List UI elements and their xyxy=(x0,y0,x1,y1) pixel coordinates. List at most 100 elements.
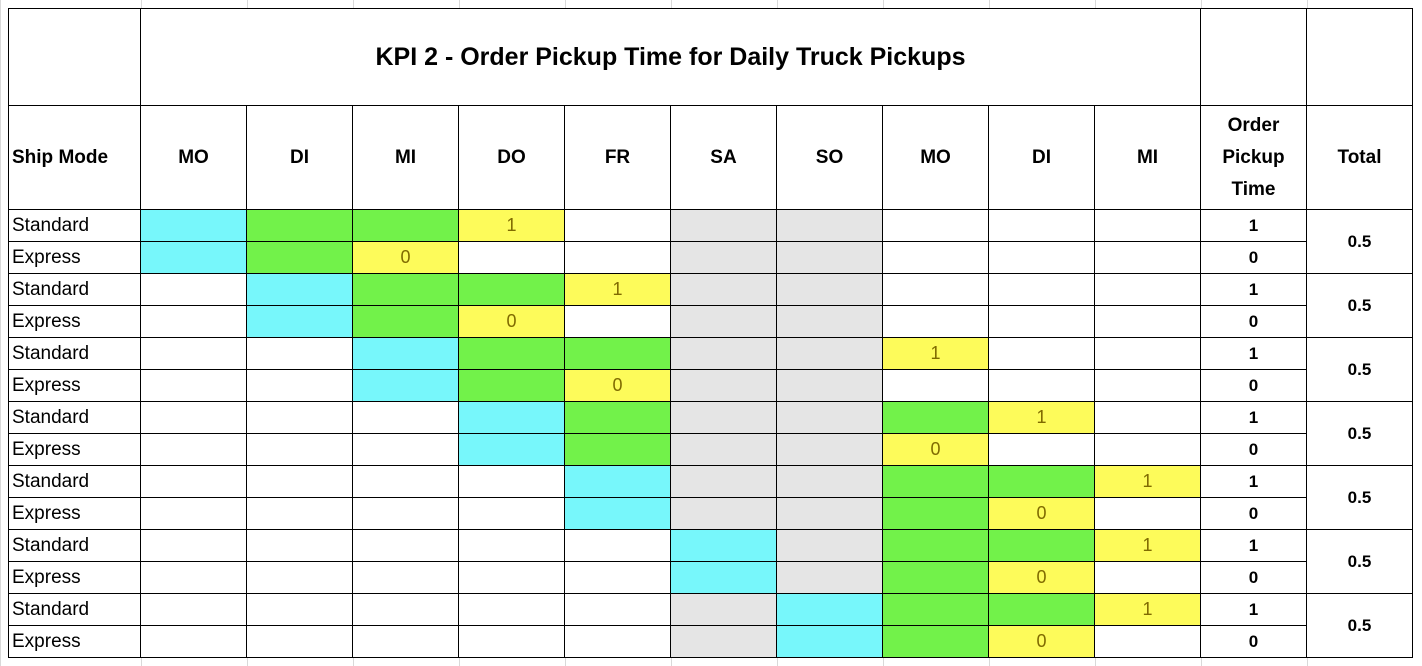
ship-mode-cell[interactable]: Express xyxy=(9,626,141,658)
order-pickup-time-cell[interactable]: 1 xyxy=(1201,338,1307,370)
day-cell[interactable] xyxy=(353,338,459,370)
order-pickup-time-cell[interactable]: 0 xyxy=(1201,626,1307,658)
ship-mode-cell[interactable]: Standard xyxy=(9,594,141,626)
pickup-marker-cell[interactable]: 0 xyxy=(989,562,1095,594)
order-pickup-time-cell[interactable]: 1 xyxy=(1201,466,1307,498)
day-cell[interactable] xyxy=(777,274,883,306)
order-pickup-time-cell[interactable]: 0 xyxy=(1201,498,1307,530)
day-cell[interactable] xyxy=(989,434,1095,466)
day-cell[interactable] xyxy=(671,274,777,306)
day-cell[interactable] xyxy=(353,274,459,306)
day-cell[interactable] xyxy=(141,242,247,274)
day-cell[interactable] xyxy=(565,306,671,338)
day-cell[interactable] xyxy=(565,434,671,466)
day-cell[interactable] xyxy=(247,274,353,306)
header-total[interactable]: Total xyxy=(1307,106,1413,210)
day-cell[interactable] xyxy=(565,402,671,434)
ship-mode-cell[interactable]: Standard xyxy=(9,530,141,562)
total-cell[interactable]: 0.5 xyxy=(1307,594,1413,658)
day-cell[interactable] xyxy=(671,370,777,402)
day-cell[interactable] xyxy=(141,434,247,466)
day-cell[interactable] xyxy=(247,306,353,338)
day-cell[interactable] xyxy=(141,626,247,658)
pickup-marker-cell[interactable]: 0 xyxy=(565,370,671,402)
day-cell[interactable] xyxy=(671,210,777,242)
header-day-di[interactable]: DI xyxy=(247,106,353,210)
pickup-marker-cell[interactable]: 1 xyxy=(989,402,1095,434)
day-cell[interactable] xyxy=(247,370,353,402)
ship-mode-cell[interactable]: Standard xyxy=(9,210,141,242)
pickup-marker-cell[interactable]: 1 xyxy=(883,338,989,370)
day-cell[interactable] xyxy=(671,338,777,370)
order-pickup-time-cell[interactable]: 1 xyxy=(1201,210,1307,242)
day-cell[interactable] xyxy=(459,626,565,658)
day-cell[interactable] xyxy=(353,466,459,498)
day-cell[interactable] xyxy=(353,370,459,402)
total-cell[interactable]: 0.5 xyxy=(1307,274,1413,338)
pickup-marker-cell[interactable]: 1 xyxy=(1095,530,1201,562)
day-cell[interactable] xyxy=(1095,210,1201,242)
pickup-marker-cell[interactable]: 0 xyxy=(353,242,459,274)
day-cell[interactable] xyxy=(777,562,883,594)
day-cell[interactable] xyxy=(247,594,353,626)
day-cell[interactable] xyxy=(989,210,1095,242)
header-ship-mode[interactable]: Ship Mode xyxy=(9,106,141,210)
header-order-pickup-time[interactable]: Order Pickup Time xyxy=(1201,106,1307,210)
header-day-fr[interactable]: FR xyxy=(565,106,671,210)
pickup-marker-cell[interactable]: 0 xyxy=(989,498,1095,530)
day-cell[interactable] xyxy=(777,626,883,658)
day-cell[interactable] xyxy=(141,402,247,434)
header-day-sa[interactable]: SA xyxy=(671,106,777,210)
day-cell[interactable] xyxy=(671,434,777,466)
day-cell[interactable] xyxy=(353,402,459,434)
day-cell[interactable] xyxy=(141,594,247,626)
day-cell[interactable] xyxy=(459,370,565,402)
order-pickup-time-cell[interactable]: 0 xyxy=(1201,434,1307,466)
day-cell[interactable] xyxy=(353,626,459,658)
day-cell[interactable] xyxy=(247,530,353,562)
day-cell[interactable] xyxy=(671,594,777,626)
day-cell[interactable] xyxy=(565,530,671,562)
day-cell[interactable] xyxy=(1095,338,1201,370)
day-cell[interactable] xyxy=(989,594,1095,626)
day-cell[interactable] xyxy=(353,498,459,530)
day-cell[interactable] xyxy=(883,370,989,402)
day-cell[interactable] xyxy=(565,498,671,530)
day-cell[interactable] xyxy=(141,370,247,402)
day-cell[interactable] xyxy=(247,434,353,466)
day-cell[interactable] xyxy=(777,594,883,626)
day-cell[interactable] xyxy=(1095,242,1201,274)
day-cell[interactable] xyxy=(883,562,989,594)
day-cell[interactable] xyxy=(1095,370,1201,402)
ship-mode-cell[interactable]: Standard xyxy=(9,338,141,370)
day-cell[interactable] xyxy=(777,434,883,466)
order-pickup-time-cell[interactable]: 1 xyxy=(1201,530,1307,562)
day-cell[interactable] xyxy=(565,338,671,370)
day-cell[interactable] xyxy=(989,306,1095,338)
day-cell[interactable] xyxy=(459,562,565,594)
day-cell[interactable] xyxy=(883,242,989,274)
day-cell[interactable] xyxy=(1095,434,1201,466)
day-cell[interactable] xyxy=(565,626,671,658)
day-cell[interactable] xyxy=(459,242,565,274)
day-cell[interactable] xyxy=(247,562,353,594)
blank-header-cell[interactable] xyxy=(1307,9,1413,106)
day-cell[interactable] xyxy=(671,530,777,562)
day-cell[interactable] xyxy=(459,338,565,370)
ship-mode-cell[interactable]: Express xyxy=(9,370,141,402)
day-cell[interactable] xyxy=(989,242,1095,274)
day-cell[interactable] xyxy=(353,306,459,338)
day-cell[interactable] xyxy=(353,434,459,466)
day-cell[interactable] xyxy=(777,242,883,274)
day-cell[interactable] xyxy=(565,210,671,242)
order-pickup-time-cell[interactable]: 0 xyxy=(1201,242,1307,274)
header-day-do[interactable]: DO xyxy=(459,106,565,210)
day-cell[interactable] xyxy=(565,594,671,626)
day-cell[interactable] xyxy=(353,594,459,626)
day-cell[interactable] xyxy=(247,210,353,242)
day-cell[interactable] xyxy=(777,306,883,338)
day-cell[interactable] xyxy=(353,562,459,594)
day-cell[interactable] xyxy=(1095,562,1201,594)
day-cell[interactable] xyxy=(883,466,989,498)
day-cell[interactable] xyxy=(671,242,777,274)
